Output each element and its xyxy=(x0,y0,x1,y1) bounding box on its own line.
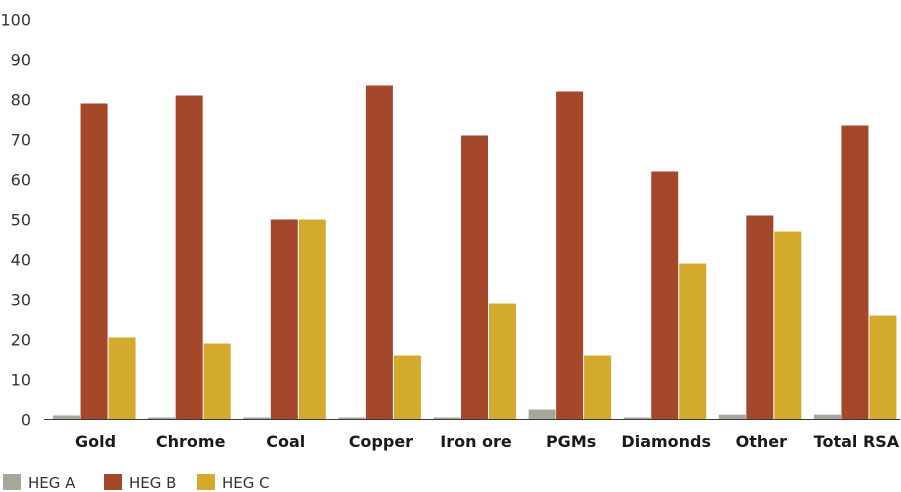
bar-heg-c-iron-ore xyxy=(489,303,516,420)
y-tick-label: 100 xyxy=(0,11,31,30)
x-axis-ticks: Gold Chrome Coal Copper Iron ore PGMs Diamonds… xyxy=(75,432,900,451)
bar-heg-a-diamonds xyxy=(623,417,651,420)
legend-label-heg-a: HEG A xyxy=(28,474,76,492)
y-axis-ticks: 0 10 20 30 40 50 60 70 80 90 100 xyxy=(0,11,31,430)
y-tick-label: 0 xyxy=(21,411,31,430)
x-tick-label-other: Other xyxy=(736,432,787,451)
bar-heg-a-coal xyxy=(243,417,271,420)
bar-heg-b-chrome xyxy=(175,95,203,420)
bar-heg-c-coal xyxy=(298,219,326,420)
bar-heg-b-gold xyxy=(80,103,108,420)
bar-heg-a-other xyxy=(718,414,746,420)
bar-heg-a-chrome xyxy=(148,417,176,420)
bar-heg-c-pgms xyxy=(584,355,612,420)
bar-heg-b-total-rsa xyxy=(841,125,869,420)
bar-heg-b-copper xyxy=(365,85,393,420)
bar-heg-c-chrome xyxy=(203,343,231,420)
y-tick-label: 30 xyxy=(11,291,31,310)
y-tick-label: 50 xyxy=(11,211,31,230)
legend-swatch-heg-c xyxy=(197,474,215,490)
bar-heg-a-pgms xyxy=(528,409,556,420)
x-tick-label-coal: Coal xyxy=(266,432,305,451)
bar-heg-a-gold xyxy=(53,415,81,420)
y-tick-label: 70 xyxy=(11,131,31,150)
y-tick-label: 40 xyxy=(11,251,31,270)
y-tick-label: 80 xyxy=(11,91,31,110)
bar-heg-c-other xyxy=(774,231,802,420)
bar-heg-c-gold xyxy=(108,337,136,420)
bar-heg-b-iron-ore xyxy=(461,135,488,420)
bar-heg-b-diamonds xyxy=(651,171,679,420)
y-tick-label: 20 xyxy=(11,331,31,350)
bar-heg-c-copper xyxy=(393,355,421,420)
x-tick-label-pgms: PGMs xyxy=(546,432,596,451)
bars xyxy=(53,85,897,420)
bar-heg-b-pgms xyxy=(556,91,584,420)
x-tick-label-gold: Gold xyxy=(75,432,116,451)
legend-swatch-heg-b xyxy=(104,474,122,490)
y-tick-label: 60 xyxy=(11,171,31,190)
bar-heg-a-copper xyxy=(338,417,366,420)
x-tick-label-diamonds: Diamonds xyxy=(621,432,711,451)
legend-label-heg-c: HEG C xyxy=(222,474,270,492)
x-tick-label-total-rsa: Total RSA xyxy=(814,432,900,451)
y-tick-label: 90 xyxy=(11,51,31,70)
bar-heg-a-total-rsa xyxy=(813,414,841,420)
bar-heg-b-other xyxy=(746,215,774,420)
bar-heg-a-iron-ore xyxy=(433,417,461,420)
bar-heg-c-total-rsa xyxy=(869,315,897,420)
legend-label-heg-b: HEG B xyxy=(129,474,176,492)
legend-swatch-heg-a xyxy=(3,474,21,490)
legend: HEG A HEG B HEG C xyxy=(3,474,270,492)
y-tick-label: 10 xyxy=(11,371,31,390)
bar-heg-b-coal xyxy=(270,219,298,420)
x-tick-label-chrome: Chrome xyxy=(156,432,226,451)
x-tick-label-copper: Copper xyxy=(349,432,413,451)
bar-heg-c-diamonds xyxy=(679,263,707,420)
x-tick-label-iron-ore: Iron ore xyxy=(440,432,512,451)
